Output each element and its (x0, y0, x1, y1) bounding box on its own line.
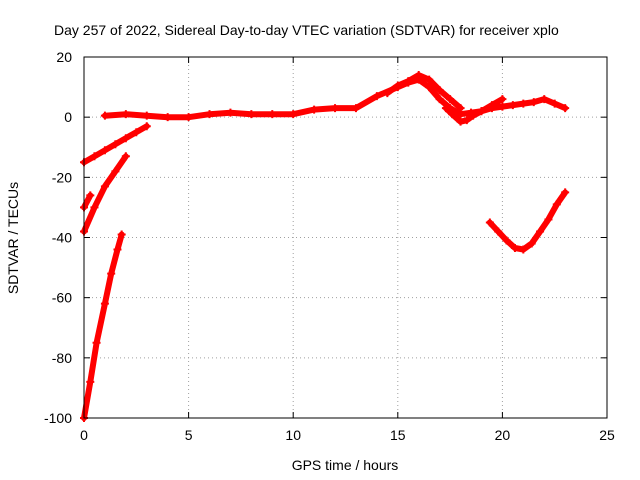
data-point (393, 81, 402, 90)
x-tick-label: 5 (185, 427, 193, 443)
y-tick-label: 0 (64, 109, 72, 125)
data-point (510, 244, 519, 253)
data-point (383, 89, 392, 98)
data-point (121, 134, 130, 143)
data-point (487, 101, 496, 110)
x-tick-label: 10 (285, 427, 301, 443)
y-axis-label: SDTVAR / TECUs (5, 182, 21, 294)
data-point (529, 98, 538, 107)
data-point (121, 110, 130, 119)
data-point (100, 111, 109, 120)
x-axis-label: GPS time / hours (292, 457, 399, 473)
data-point (561, 104, 570, 113)
data-point (107, 269, 116, 278)
data-point (494, 227, 503, 236)
data-point (100, 146, 109, 155)
grid (84, 57, 607, 418)
data-point (86, 191, 95, 200)
x-tick-label: 20 (495, 427, 511, 443)
data-point (477, 107, 486, 116)
series-line (384, 72, 464, 112)
data-point (100, 299, 109, 308)
data-point (414, 71, 423, 80)
data-point (100, 182, 109, 191)
data-point (508, 101, 517, 110)
data-point (111, 140, 120, 149)
y-tick-label: -40 (52, 230, 72, 246)
x-tick-label: 0 (80, 427, 88, 443)
series-track-a (80, 122, 151, 167)
data-point (163, 113, 172, 122)
series-track-dip (441, 95, 507, 126)
data-point (502, 236, 511, 245)
series-track-d (80, 230, 126, 422)
data-point (425, 83, 434, 92)
data-point (498, 102, 507, 111)
data-point (561, 188, 570, 197)
data-point (435, 86, 444, 95)
y-tick-label: 20 (56, 49, 72, 65)
chart-title: Day 257 of 2022, Sidereal Day-to-day VTE… (54, 22, 559, 38)
series-line (81, 192, 94, 211)
data-point (92, 338, 101, 347)
series-track-e (485, 188, 570, 254)
data-point (132, 128, 141, 137)
data-point (142, 122, 151, 131)
x-tick-label: 25 (599, 427, 615, 443)
data-point (485, 218, 494, 227)
data-point (404, 77, 413, 86)
data-point (448, 110, 457, 119)
data-point (469, 111, 478, 120)
data-point (527, 239, 536, 248)
series-line (486, 189, 569, 253)
data-point (550, 99, 559, 108)
data-point (536, 227, 545, 236)
data-point (435, 95, 444, 104)
data-point (113, 245, 122, 254)
data-points (80, 71, 570, 422)
data-point (519, 245, 528, 254)
data-point (519, 99, 528, 108)
y-tick-label: -80 (52, 350, 72, 366)
data-point (268, 110, 277, 119)
series-track-c (80, 152, 130, 236)
data-point (205, 110, 214, 119)
data-point (498, 95, 507, 104)
y-tick-label: -100 (44, 410, 72, 426)
data-point (90, 152, 99, 161)
data-point (456, 104, 465, 113)
data-point (446, 95, 455, 104)
x-tick-label: 15 (390, 427, 406, 443)
data-point (331, 104, 340, 113)
data-point (117, 230, 126, 239)
data-point (142, 111, 151, 120)
data-point (552, 200, 561, 209)
data-point (462, 116, 471, 125)
y-tick-label: -60 (52, 290, 72, 306)
data-point (289, 110, 298, 119)
data-point (247, 110, 256, 119)
data-point (372, 92, 381, 101)
data-point (184, 113, 193, 122)
data-point (425, 75, 434, 84)
data-point (226, 108, 235, 117)
data-point (111, 167, 120, 176)
data-point (351, 104, 360, 113)
data-point (540, 95, 549, 104)
data-point (544, 215, 553, 224)
series-track-upper-band (383, 71, 465, 113)
data-point (121, 152, 130, 161)
data-point (456, 117, 465, 126)
data-point (310, 105, 319, 114)
axis-ticks: 0 5 10 15 20 25 -100 -80 -60 -40 -20 0 20 (44, 49, 615, 443)
data-point (90, 203, 99, 212)
y-tick-label: -20 (52, 169, 72, 185)
series-line (81, 231, 125, 421)
data-point (441, 104, 450, 113)
data-point (86, 377, 95, 386)
